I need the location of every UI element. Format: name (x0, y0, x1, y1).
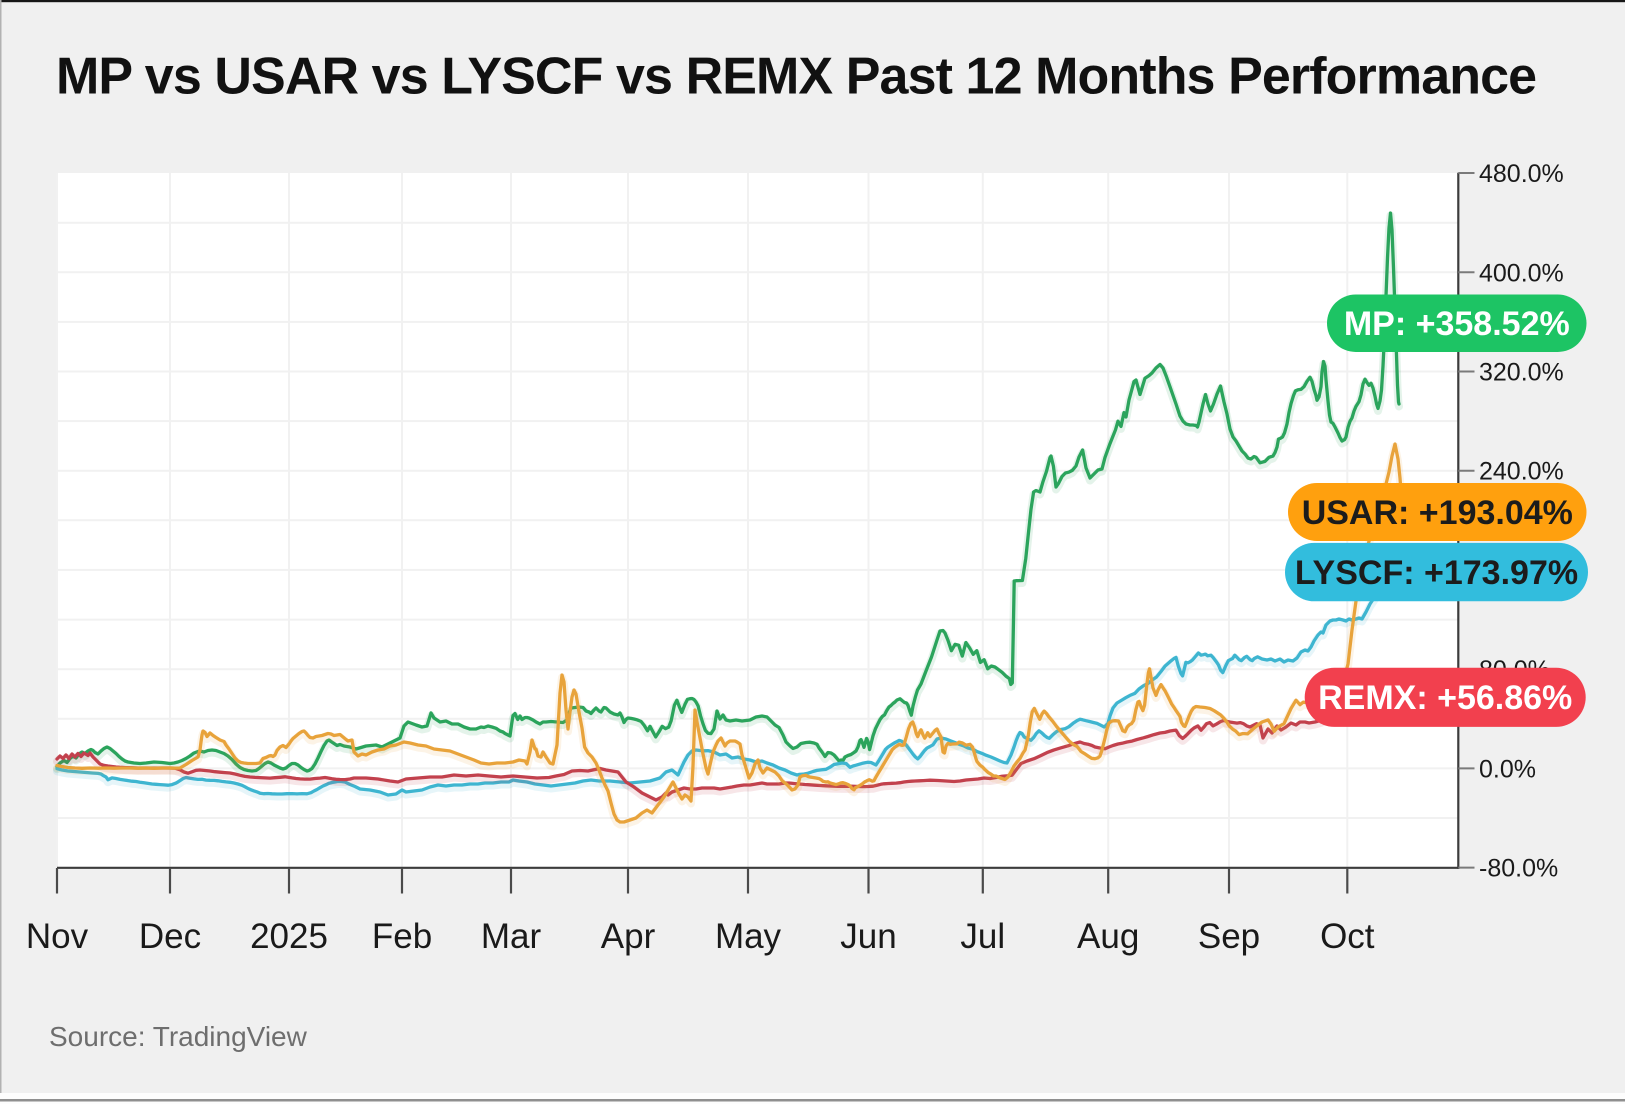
svg-text:May: May (715, 917, 782, 956)
svg-text:Nov: Nov (26, 917, 89, 956)
svg-text:Feb: Feb (372, 917, 432, 956)
svg-text:MP: +358.52%: MP: +358.52% (1344, 305, 1570, 343)
svg-text:Aug: Aug (1077, 917, 1139, 956)
svg-text:USAR: +193.04%: USAR: +193.04% (1302, 494, 1573, 532)
svg-text:Jun: Jun (840, 917, 896, 956)
svg-text:Dec: Dec (139, 917, 201, 956)
svg-text:LYSCF: +173.97%: LYSCF: +173.97% (1295, 554, 1578, 592)
svg-text:Sep: Sep (1198, 917, 1260, 956)
svg-text:480.0%: 480.0% (1479, 160, 1564, 188)
svg-text:REMX: +56.86%: REMX: +56.86% (1318, 679, 1572, 717)
svg-text:240.0%: 240.0% (1479, 458, 1564, 486)
svg-text:0.0%: 0.0% (1479, 755, 1536, 783)
svg-text:MP vs USAR vs LYSCF vs REMX Pa: MP vs USAR vs LYSCF vs REMX Past 12 Mont… (56, 48, 1536, 106)
svg-text:320.0%: 320.0% (1479, 359, 1564, 387)
svg-text:400.0%: 400.0% (1479, 259, 1564, 287)
svg-text:-80.0%: -80.0% (1479, 855, 1558, 883)
svg-text:Apr: Apr (601, 917, 656, 956)
svg-text:Jul: Jul (960, 917, 1005, 956)
svg-text:Mar: Mar (481, 917, 542, 956)
svg-text:Source: TradingView: Source: TradingView (49, 1021, 308, 1052)
svg-text:Oct: Oct (1320, 917, 1375, 956)
svg-text:2025: 2025 (250, 917, 328, 956)
